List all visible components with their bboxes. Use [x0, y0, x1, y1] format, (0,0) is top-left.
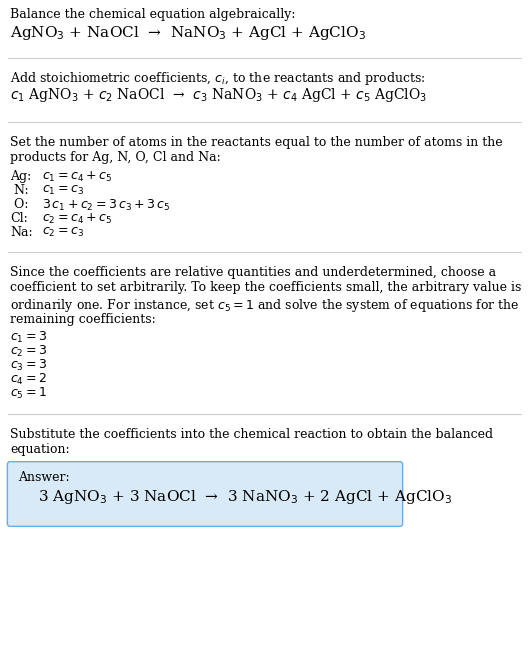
Text: $c_1 = 3$: $c_1 = 3$ — [10, 330, 47, 345]
Text: $c_1 = c_3$: $c_1 = c_3$ — [42, 184, 84, 197]
Text: $c_1$ AgNO$_3$ + $c_2$ NaOCl  →  $c_3$ NaNO$_3$ + $c_4$ AgCl + $c_5$ AgClO$_3$: $c_1$ AgNO$_3$ + $c_2$ NaOCl → $c_3$ NaN… — [10, 87, 427, 105]
Text: Add stoichiometric coefficients, $c_i$, to the reactants and products:: Add stoichiometric coefficients, $c_i$, … — [10, 70, 425, 87]
Text: $c_2 = c_4 + c_5$: $c_2 = c_4 + c_5$ — [42, 212, 112, 226]
FancyBboxPatch shape — [7, 462, 403, 526]
Text: coefficient to set arbitrarily. To keep the coefficients small, the arbitrary va: coefficient to set arbitrarily. To keep … — [10, 281, 522, 295]
Text: $c_4 = 2$: $c_4 = 2$ — [10, 372, 47, 387]
Text: $c_1 = c_4 + c_5$: $c_1 = c_4 + c_5$ — [42, 170, 112, 184]
Text: $c_5 = 1$: $c_5 = 1$ — [10, 386, 47, 401]
Text: Balance the chemical equation algebraically:: Balance the chemical equation algebraica… — [10, 8, 296, 21]
Text: Ag:: Ag: — [10, 170, 31, 183]
Text: O:: O: — [10, 198, 29, 211]
Text: equation:: equation: — [10, 444, 70, 456]
Text: $c_2 = c_3$: $c_2 = c_3$ — [42, 226, 84, 239]
Text: remaining coefficients:: remaining coefficients: — [10, 313, 156, 325]
Text: Set the number of atoms in the reactants equal to the number of atoms in the: Set the number of atoms in the reactants… — [10, 136, 503, 149]
Text: $3\,c_1 + c_2 = 3\,c_3 + 3\,c_5$: $3\,c_1 + c_2 = 3\,c_3 + 3\,c_5$ — [42, 198, 170, 213]
Text: AgNO$_3$ + NaOCl  →  NaNO$_3$ + AgCl + AgClO$_3$: AgNO$_3$ + NaOCl → NaNO$_3$ + AgCl + AgC… — [10, 25, 366, 43]
Text: ordinarily one. For instance, set $c_5 = 1$ and solve the system of equations fo: ordinarily one. For instance, set $c_5 =… — [10, 297, 519, 314]
Text: products for Ag, N, O, Cl and Na:: products for Ag, N, O, Cl and Na: — [10, 151, 221, 165]
Text: Substitute the coefficients into the chemical reaction to obtain the balanced: Substitute the coefficients into the che… — [10, 428, 493, 441]
Text: 3 AgNO$_3$ + 3 NaOCl  →  3 NaNO$_3$ + 2 AgCl + AgClO$_3$: 3 AgNO$_3$ + 3 NaOCl → 3 NaNO$_3$ + 2 Ag… — [38, 488, 452, 506]
Text: $c_2 = 3$: $c_2 = 3$ — [10, 344, 47, 359]
Text: Cl:: Cl: — [10, 212, 28, 225]
Text: N:: N: — [10, 184, 29, 197]
Text: Na:: Na: — [10, 226, 33, 239]
Text: Answer:: Answer: — [18, 471, 70, 484]
Text: $c_3 = 3$: $c_3 = 3$ — [10, 358, 47, 373]
Text: Since the coefficients are relative quantities and underdetermined, choose a: Since the coefficients are relative quan… — [10, 266, 496, 279]
